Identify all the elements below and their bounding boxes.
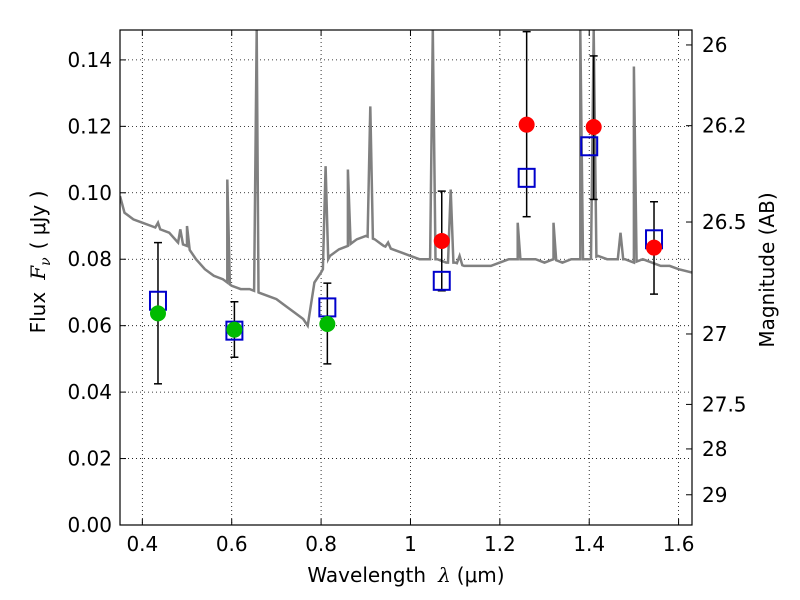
y-tick-label: 0.10 <box>67 181 112 205</box>
y-tick-label: 0.14 <box>67 48 112 72</box>
x-tick-label: 0.4 <box>126 532 158 556</box>
y-axis-label: FluxFν( μJy ) <box>26 191 54 334</box>
model-spectrum-line <box>120 30 692 330</box>
y2-axis-ticks: 26 26.2 26.5 27 27.5 28 29 <box>686 33 747 507</box>
y2-tick-label: 28 <box>702 437 727 461</box>
model-photometry-square <box>432 270 451 291</box>
points-layer <box>148 116 664 341</box>
y2-tick-label: 27.5 <box>702 392 747 416</box>
x-tick-label: 1.6 <box>663 532 695 556</box>
observed-flux-point <box>226 321 243 338</box>
y-tick-label: 0.04 <box>67 380 112 404</box>
y2-axis-label: Magnitude (AB) <box>755 192 779 347</box>
observed-flux-point <box>433 232 450 249</box>
x-axis-ticks: 0.4 0.6 0.8 1 1.2 1.4 1.6 <box>126 30 695 556</box>
observed-flux-point <box>646 239 663 256</box>
x-tick-label: 0.6 <box>216 532 248 556</box>
observed-flux-point <box>585 119 602 136</box>
y-tick-label: 0.02 <box>67 447 112 471</box>
x-tick-label: 0.8 <box>305 532 337 556</box>
y-tick-label: 0.00 <box>67 513 112 537</box>
spectrum-layer <box>120 30 692 330</box>
y-tick-label: 0.06 <box>67 314 112 338</box>
y2-tick-label: 26.2 <box>702 114 747 138</box>
plot-frame <box>119 29 693 526</box>
y2-tick-label: 29 <box>702 483 727 507</box>
model-photometry-square <box>225 320 244 341</box>
observed-flux-point <box>149 305 166 322</box>
x-tick-label: 1.4 <box>573 532 605 556</box>
y2-tick-label: 27 <box>702 322 727 346</box>
y2-tick-label: 26 <box>702 33 727 57</box>
y2-tick-label: 26.5 <box>702 210 747 234</box>
grid-layer <box>120 30 692 526</box>
y-axis-ticks: 0.00 0.02 0.04 0.06 0.08 0.10 0.12 0.14 <box>67 48 126 537</box>
y-tick-label: 0.08 <box>67 247 112 271</box>
observed-flux-point <box>518 116 535 133</box>
x-tick-label: 1.2 <box>484 532 516 556</box>
model-photometry-square <box>580 136 599 157</box>
x-axis-label: Wavelength λ (μm) <box>307 563 504 587</box>
x-tick-label: 1 <box>404 532 417 556</box>
observed-flux-point <box>319 316 336 333</box>
model-photometry-square <box>517 167 536 188</box>
y-tick-label: 0.12 <box>67 114 112 138</box>
